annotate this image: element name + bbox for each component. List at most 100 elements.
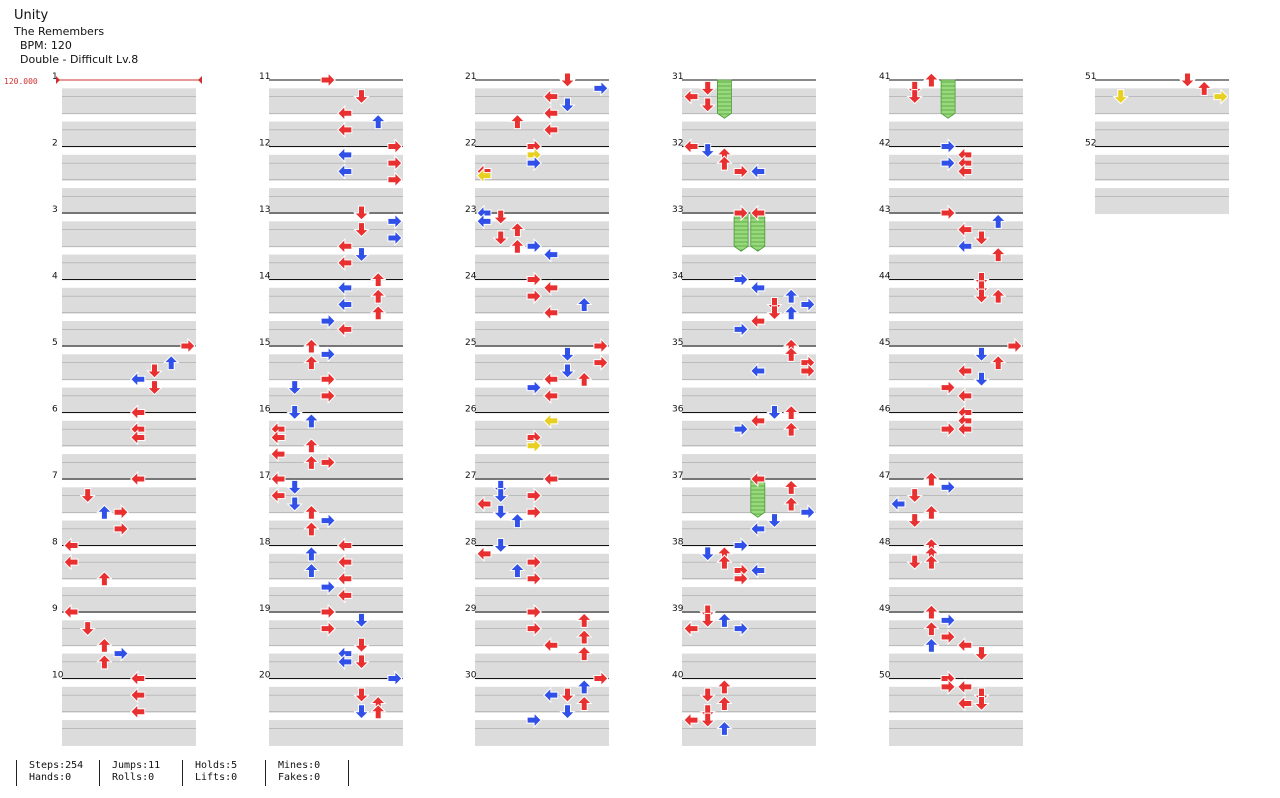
measure-45 — [889, 345, 1023, 414]
measure-number: 29 — [465, 604, 477, 614]
beat-band — [475, 437, 609, 447]
beat-band — [269, 670, 403, 680]
beat-band — [475, 171, 609, 181]
beat-band — [269, 204, 403, 214]
beat-band — [62, 404, 196, 414]
beat-band — [682, 653, 816, 671]
beat-band — [682, 487, 816, 505]
beat-band — [889, 720, 1023, 738]
beat-band — [682, 720, 816, 738]
beat-band — [269, 503, 403, 514]
beat-band — [889, 503, 1023, 514]
hold-body — [940, 79, 956, 119]
beat-band — [682, 537, 816, 547]
beat-band — [62, 354, 196, 372]
measure-23 — [475, 212, 609, 281]
beat-band — [269, 686, 403, 705]
beat-band — [889, 636, 1023, 647]
stats-end-divider — [348, 760, 349, 786]
measure-25 — [475, 345, 609, 414]
beat-band — [889, 603, 1023, 613]
song-bpm: BPM: 120 — [20, 39, 72, 52]
beat-band — [62, 237, 196, 248]
beat-band — [682, 553, 816, 572]
measure-43 — [889, 212, 1023, 281]
beat-band — [62, 171, 196, 181]
song-difficulty: Double - Difficult Lv.8 — [20, 53, 139, 66]
measure-22 — [475, 146, 609, 214]
beat-band — [682, 237, 816, 248]
beat-band — [682, 287, 816, 306]
beat-band — [62, 454, 196, 472]
measure-number: 9 — [52, 604, 58, 614]
beat-band — [889, 321, 1023, 339]
beat-band — [62, 271, 196, 281]
beat-band — [682, 321, 816, 339]
measure-9 — [62, 611, 196, 680]
beat-band — [269, 404, 403, 414]
beat-band — [889, 620, 1023, 638]
measure-number: 20 — [259, 671, 271, 681]
measure-50 — [889, 678, 1023, 746]
measure-number: 35 — [672, 338, 683, 348]
measure-2 — [62, 146, 196, 214]
beat-band — [475, 188, 609, 206]
beat-band — [62, 520, 196, 538]
measure-33 — [682, 212, 816, 281]
beat-band — [682, 470, 816, 480]
beat-band — [62, 254, 196, 272]
beat-band — [475, 154, 609, 173]
beat-band — [889, 254, 1023, 272]
beat-band — [269, 520, 403, 538]
beat-band — [269, 537, 403, 547]
beat-band — [682, 171, 816, 181]
beat-band — [682, 587, 816, 605]
measure-number: 12 — [259, 139, 270, 149]
measure-number: 36 — [672, 405, 684, 415]
measure-41 — [889, 79, 1023, 148]
down-arrow-icon — [1180, 72, 1195, 88]
measure-number: 32 — [672, 139, 683, 149]
beat-band — [269, 420, 403, 439]
beat-band — [682, 636, 816, 647]
beat-band — [889, 537, 1023, 547]
beat-band — [682, 254, 816, 272]
measure-15 — [269, 345, 403, 414]
measure-number: 13 — [259, 205, 270, 215]
beat-band — [475, 520, 609, 538]
measure-27 — [475, 478, 609, 547]
beat-band — [889, 304, 1023, 314]
beat-band — [1095, 138, 1229, 148]
beat-band — [475, 537, 609, 547]
beat-band — [475, 470, 609, 480]
stat-steps: Steps:254 — [29, 760, 84, 771]
measure-number: 16 — [259, 405, 271, 415]
right-arrow-icon — [320, 72, 336, 88]
beat-band — [62, 88, 196, 106]
beat-band — [889, 237, 1023, 248]
beat-band — [1095, 121, 1229, 139]
beat-band — [889, 221, 1023, 239]
measure-number: 33 — [672, 205, 683, 215]
beat-band — [269, 154, 403, 173]
measure-7 — [62, 478, 196, 547]
stat-rolls: Rolls:0 — [112, 772, 155, 783]
beat-band — [269, 370, 403, 381]
measure-35 — [682, 345, 816, 414]
beat-band — [62, 188, 196, 206]
beat-band — [475, 204, 609, 214]
measure-40 — [682, 678, 816, 746]
beat-band — [475, 503, 609, 514]
measure-42 — [889, 146, 1023, 214]
beat-band — [62, 703, 196, 713]
beat-band — [475, 337, 609, 347]
beat-band — [889, 587, 1023, 605]
measure-number: 15 — [259, 338, 270, 348]
beat-band — [889, 487, 1023, 505]
beat-band — [62, 337, 196, 347]
beat-band — [475, 321, 609, 339]
beat-band — [1095, 154, 1229, 173]
up-arrow-icon — [923, 72, 939, 88]
measure-11 — [269, 79, 403, 148]
beat-band — [682, 387, 816, 405]
